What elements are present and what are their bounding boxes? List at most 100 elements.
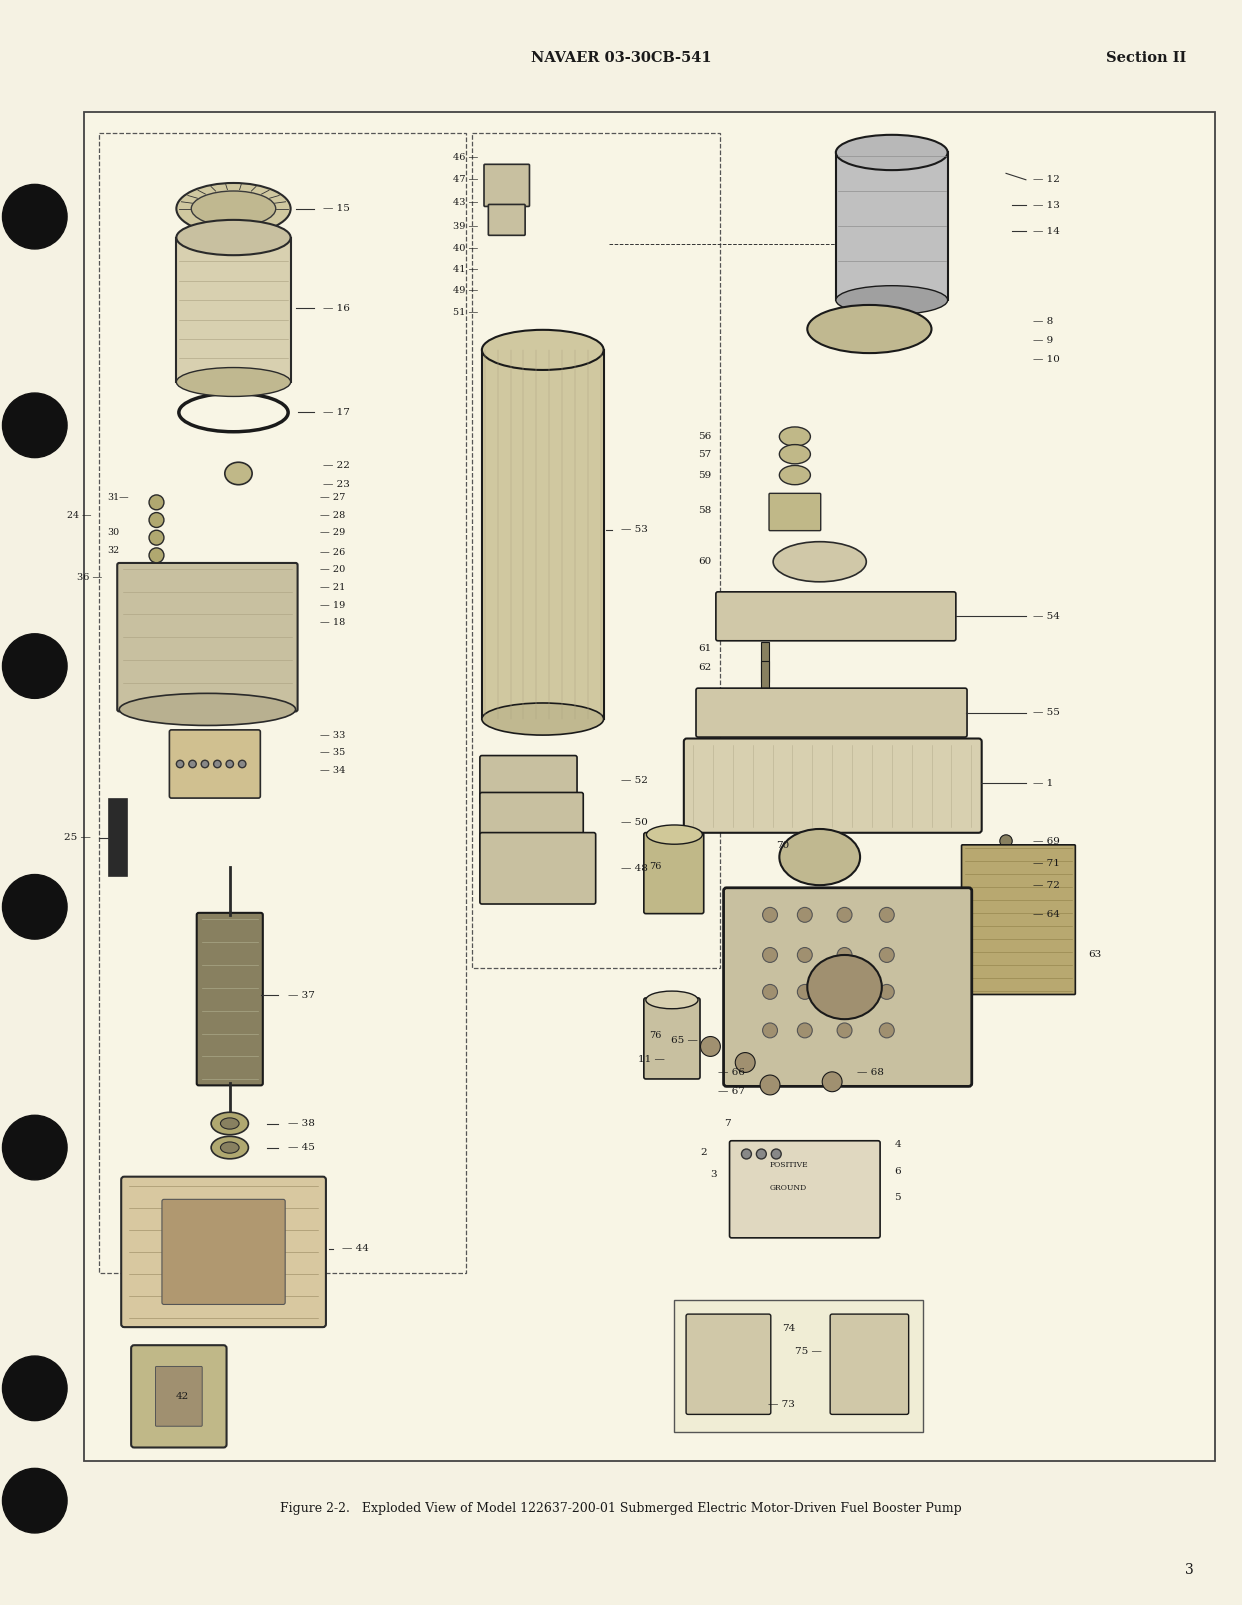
Text: — 18: — 18 bbox=[320, 618, 345, 628]
Text: 46 —: 46 — bbox=[453, 152, 478, 162]
Text: — 67: — 67 bbox=[718, 1087, 745, 1096]
Text: NAVAER 03-30CB-541: NAVAER 03-30CB-541 bbox=[530, 51, 712, 64]
FancyBboxPatch shape bbox=[643, 833, 704, 913]
Circle shape bbox=[760, 1075, 780, 1095]
Ellipse shape bbox=[176, 220, 291, 255]
Text: 58: 58 bbox=[698, 506, 712, 515]
Text: Figure 2-2.   Exploded View of Model 122637-200-01 Submerged Electric Motor-Driv: Figure 2-2. Exploded View of Model 12263… bbox=[281, 1502, 961, 1515]
Bar bbox=[99, 133, 466, 1273]
Text: — 16: — 16 bbox=[323, 303, 350, 313]
Text: 61: 61 bbox=[698, 644, 712, 653]
FancyBboxPatch shape bbox=[479, 833, 596, 904]
Text: — 27: — 27 bbox=[320, 493, 345, 502]
Circle shape bbox=[201, 761, 209, 767]
FancyBboxPatch shape bbox=[715, 592, 956, 640]
Text: — 12: — 12 bbox=[1033, 175, 1061, 185]
Text: — 28: — 28 bbox=[320, 510, 345, 520]
Text: — 35: — 35 bbox=[320, 748, 345, 758]
Text: 30: 30 bbox=[107, 528, 119, 538]
FancyBboxPatch shape bbox=[117, 563, 298, 711]
Circle shape bbox=[238, 761, 246, 767]
Circle shape bbox=[1000, 835, 1012, 847]
Text: — 52: — 52 bbox=[621, 775, 648, 785]
Text: — 17: — 17 bbox=[323, 408, 350, 417]
Text: — 66: — 66 bbox=[718, 1067, 745, 1077]
Text: — 13: — 13 bbox=[1033, 201, 1061, 210]
Ellipse shape bbox=[836, 286, 948, 315]
FancyBboxPatch shape bbox=[686, 1314, 771, 1414]
Circle shape bbox=[879, 984, 894, 1000]
Ellipse shape bbox=[646, 990, 698, 1008]
Text: GROUND: GROUND bbox=[770, 1184, 807, 1191]
Circle shape bbox=[797, 984, 812, 1000]
FancyBboxPatch shape bbox=[769, 493, 821, 531]
Text: — 69: — 69 bbox=[1033, 836, 1061, 846]
Circle shape bbox=[741, 1149, 751, 1159]
Text: — 21: — 21 bbox=[320, 583, 345, 592]
Ellipse shape bbox=[780, 427, 810, 446]
Text: — 33: — 33 bbox=[320, 730, 345, 740]
Text: 47 —: 47 — bbox=[453, 175, 478, 185]
Circle shape bbox=[837, 947, 852, 963]
Bar bbox=[836, 152, 948, 300]
Text: — 10: — 10 bbox=[1033, 355, 1061, 364]
Text: 4: 4 bbox=[894, 1140, 900, 1149]
Circle shape bbox=[149, 530, 164, 546]
Text: — 50: — 50 bbox=[621, 819, 648, 827]
FancyBboxPatch shape bbox=[729, 1141, 881, 1237]
Text: — 15: — 15 bbox=[323, 204, 350, 213]
Circle shape bbox=[1000, 857, 1012, 870]
Text: — 19: — 19 bbox=[320, 600, 345, 610]
Circle shape bbox=[149, 494, 164, 510]
Text: — 73: — 73 bbox=[768, 1400, 795, 1409]
Circle shape bbox=[2, 185, 67, 249]
Text: 70: 70 bbox=[776, 841, 790, 851]
Text: 56: 56 bbox=[698, 432, 712, 441]
Text: — 38: — 38 bbox=[288, 1119, 315, 1128]
Bar bbox=[176, 238, 291, 382]
Text: — 45: — 45 bbox=[288, 1143, 315, 1152]
Circle shape bbox=[763, 947, 777, 963]
Circle shape bbox=[2, 634, 67, 698]
FancyBboxPatch shape bbox=[961, 844, 1076, 995]
Text: — 34: — 34 bbox=[320, 766, 345, 775]
Circle shape bbox=[837, 907, 852, 923]
Text: — 53: — 53 bbox=[621, 525, 648, 534]
Circle shape bbox=[837, 984, 852, 1000]
FancyBboxPatch shape bbox=[479, 756, 578, 804]
Circle shape bbox=[763, 984, 777, 1000]
FancyBboxPatch shape bbox=[161, 1199, 286, 1305]
Text: 65 —: 65 — bbox=[671, 1035, 698, 1045]
Text: 60: 60 bbox=[698, 557, 712, 567]
Text: — 22: — 22 bbox=[323, 461, 350, 470]
Text: — 48: — 48 bbox=[621, 863, 648, 873]
Circle shape bbox=[763, 907, 777, 923]
Text: 32: 32 bbox=[107, 546, 119, 555]
Bar bbox=[482, 350, 604, 719]
Ellipse shape bbox=[780, 828, 859, 886]
Text: — 72: — 72 bbox=[1033, 881, 1061, 891]
Text: 3: 3 bbox=[710, 1170, 717, 1180]
Bar bbox=[109, 799, 127, 876]
Ellipse shape bbox=[646, 825, 703, 844]
Circle shape bbox=[735, 1053, 755, 1072]
Text: — 71: — 71 bbox=[1033, 859, 1061, 868]
Ellipse shape bbox=[191, 191, 276, 226]
Text: 36 —: 36 — bbox=[77, 573, 102, 583]
Circle shape bbox=[797, 947, 812, 963]
Text: 57: 57 bbox=[698, 449, 712, 459]
Circle shape bbox=[2, 1115, 67, 1180]
Text: — 14: — 14 bbox=[1033, 226, 1061, 236]
Text: 42: 42 bbox=[176, 1392, 189, 1401]
Circle shape bbox=[879, 907, 894, 923]
Circle shape bbox=[2, 1469, 67, 1533]
Circle shape bbox=[837, 1022, 852, 1038]
FancyBboxPatch shape bbox=[484, 164, 529, 207]
Ellipse shape bbox=[119, 693, 296, 725]
Text: — 23: — 23 bbox=[323, 480, 350, 490]
Text: 75 —: 75 — bbox=[795, 1347, 822, 1356]
Text: 63: 63 bbox=[1088, 950, 1102, 960]
Ellipse shape bbox=[211, 1112, 248, 1135]
Circle shape bbox=[879, 1022, 894, 1038]
FancyBboxPatch shape bbox=[169, 730, 261, 798]
